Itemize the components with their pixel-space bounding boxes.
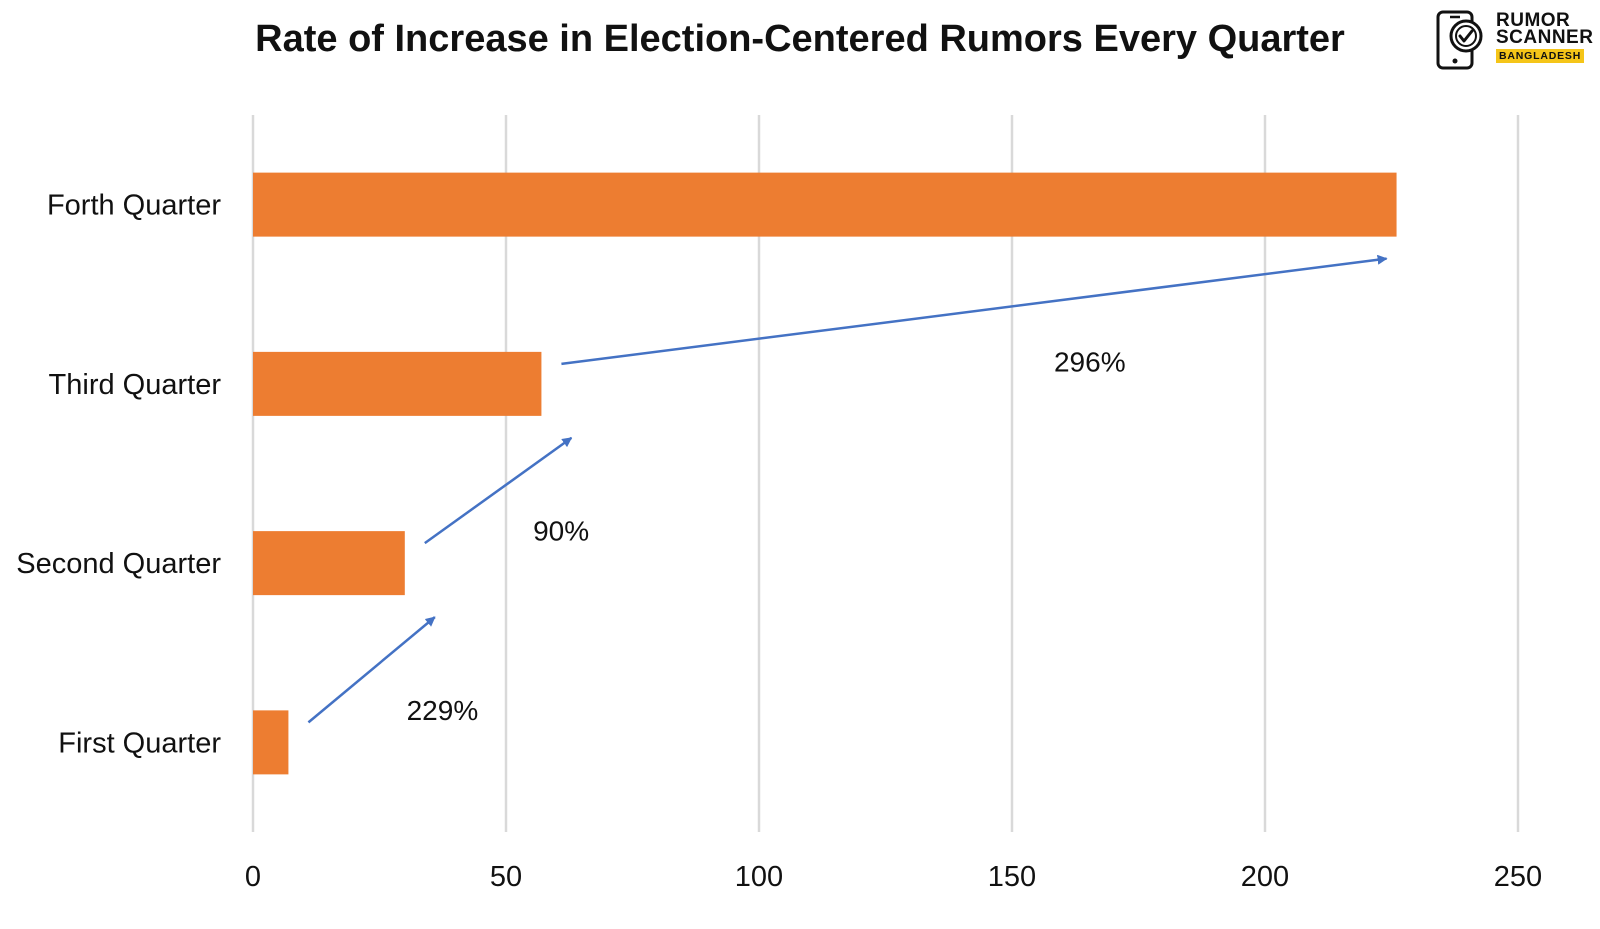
category-label: Third Quarter: [49, 369, 222, 401]
x-tick-label: 250: [1494, 861, 1542, 893]
growth-label: 90%: [533, 516, 589, 547]
logo-line2: SCANNER: [1496, 27, 1594, 48]
growth-arrow: [424, 436, 573, 545]
x-tick-label: 50: [490, 861, 522, 893]
x-tick-label: 200: [1241, 861, 1289, 893]
growth-arrow: [307, 616, 436, 724]
growth-label: 296%: [1054, 346, 1126, 377]
bar: [253, 710, 289, 775]
x-tick-label: 150: [988, 861, 1036, 893]
bar: [253, 531, 405, 596]
category-label: Forth Quarter: [47, 190, 221, 222]
labels: 0 50 100 150 200 250 First Quarter Second Quart…: [16, 190, 1542, 893]
x-tick-label: 0: [245, 861, 261, 893]
bars: [253, 172, 1397, 775]
logo-badge: BANGLADESH: [1496, 49, 1585, 63]
category-label: Second Quarter: [16, 548, 221, 580]
bar: [253, 172, 1397, 237]
bar: [253, 351, 542, 416]
chart-title: Rate of Increase in Election-Centered Ru…: [255, 18, 1345, 60]
rumor-scanner-logo: RUMOR SCANNER BANGLADESH: [1434, 8, 1594, 72]
growth-label: 229%: [407, 695, 479, 726]
logo-wordmark: RUMOR SCANNER: [1496, 10, 1594, 48]
growth-arrows: [307, 254, 1388, 724]
growth-arrow: [561, 254, 1388, 366]
phone-check-icon: [1436, 10, 1483, 70]
logo-line1: RUMOR: [1496, 10, 1571, 31]
x-tick-label: 100: [735, 861, 783, 893]
category-label: First Quarter: [58, 727, 221, 759]
